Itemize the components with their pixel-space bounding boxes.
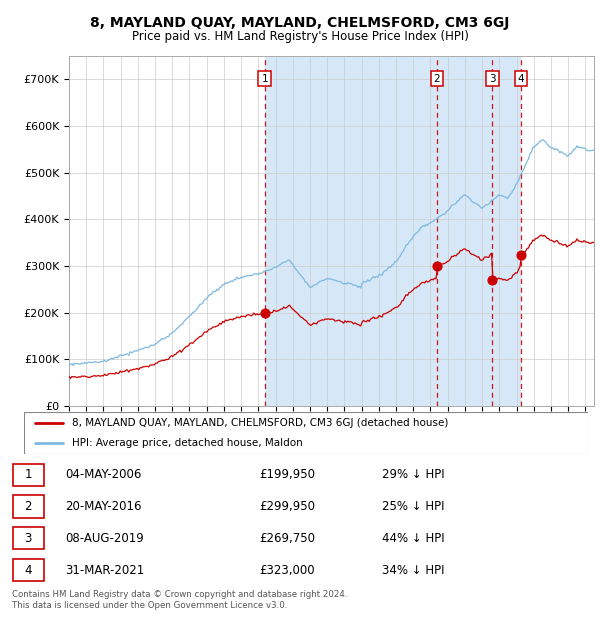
Bar bbox=[13, 527, 44, 549]
Text: £199,950: £199,950 bbox=[259, 468, 315, 481]
Bar bbox=[13, 559, 44, 581]
Text: 1: 1 bbox=[262, 74, 268, 84]
Text: 2: 2 bbox=[434, 74, 440, 84]
Point bbox=[488, 275, 497, 285]
Text: £269,750: £269,750 bbox=[259, 532, 315, 545]
Text: 3: 3 bbox=[489, 74, 496, 84]
Text: 08-AUG-2019: 08-AUG-2019 bbox=[65, 532, 143, 545]
Text: Price paid vs. HM Land Registry's House Price Index (HPI): Price paid vs. HM Land Registry's House … bbox=[131, 30, 469, 43]
Text: 8, MAYLAND QUAY, MAYLAND, CHELMSFORD, CM3 6GJ: 8, MAYLAND QUAY, MAYLAND, CHELMSFORD, CM… bbox=[91, 16, 509, 30]
Text: 20-MAY-2016: 20-MAY-2016 bbox=[65, 500, 142, 513]
Text: 4: 4 bbox=[25, 564, 32, 577]
Text: 25% ↓ HPI: 25% ↓ HPI bbox=[382, 500, 445, 513]
Text: 1: 1 bbox=[25, 468, 32, 481]
Point bbox=[516, 250, 526, 260]
Bar bbox=[13, 495, 44, 518]
Text: 34% ↓ HPI: 34% ↓ HPI bbox=[382, 564, 445, 577]
Text: 8, MAYLAND QUAY, MAYLAND, CHELMSFORD, CM3 6GJ (detached house): 8, MAYLAND QUAY, MAYLAND, CHELMSFORD, CM… bbox=[72, 418, 448, 428]
Text: £299,950: £299,950 bbox=[259, 500, 315, 513]
Text: 2: 2 bbox=[25, 500, 32, 513]
Point bbox=[432, 261, 442, 271]
Text: 3: 3 bbox=[25, 532, 32, 545]
Text: 29% ↓ HPI: 29% ↓ HPI bbox=[382, 468, 445, 481]
Text: 04-MAY-2006: 04-MAY-2006 bbox=[65, 468, 141, 481]
Bar bbox=[13, 464, 44, 486]
Text: 4: 4 bbox=[518, 74, 524, 84]
Text: HPI: Average price, detached house, Maldon: HPI: Average price, detached house, Mald… bbox=[72, 438, 302, 448]
Point bbox=[260, 308, 269, 317]
Text: 31-MAR-2021: 31-MAR-2021 bbox=[65, 564, 144, 577]
Text: Contains HM Land Registry data © Crown copyright and database right 2024.
This d: Contains HM Land Registry data © Crown c… bbox=[12, 590, 347, 609]
Text: 44% ↓ HPI: 44% ↓ HPI bbox=[382, 532, 445, 545]
Text: £323,000: £323,000 bbox=[259, 564, 314, 577]
Bar bbox=[265, 56, 521, 406]
